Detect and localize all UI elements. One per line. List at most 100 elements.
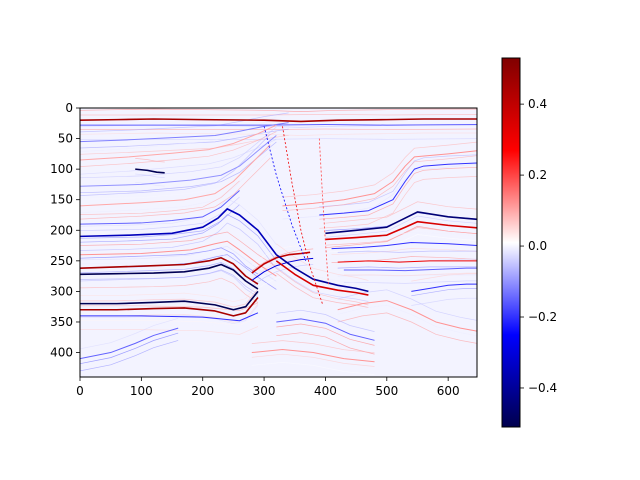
texture-line: [251, 270, 314, 294]
texture-line: [276, 332, 375, 355]
texture-line: [80, 326, 259, 335]
reflector-16: [80, 312, 259, 322]
texture-line: [80, 157, 271, 220]
texture-line: [325, 201, 477, 224]
reflector-8: [80, 208, 277, 256]
reflector-20: [325, 220, 477, 241]
y-tick-label: 0: [65, 101, 73, 115]
y-tick-label: 350: [50, 315, 73, 329]
texture-line: [80, 222, 277, 270]
texture-line: [80, 340, 179, 372]
texture-line: [276, 251, 369, 286]
texture-line: [80, 138, 277, 175]
colorbar-tick-label: 0.4: [528, 97, 547, 111]
reflector-19: [325, 211, 477, 235]
texture-line: [80, 277, 259, 303]
texture-line: [343, 280, 477, 284]
reflector-18: [282, 150, 477, 207]
y-tick-label: 100: [50, 162, 73, 176]
texture-line: [80, 108, 477, 112]
texture-line: [80, 253, 259, 279]
fault-2: [318, 138, 329, 286]
texture-line: [337, 304, 477, 337]
colorbar-gradient: [502, 58, 520, 427]
reflector-4: [135, 168, 165, 174]
colorbar-tick-label: 0.2: [528, 168, 547, 182]
texture-line: [80, 126, 277, 179]
reflector-30: [251, 348, 375, 363]
texture-line: [80, 332, 179, 365]
texture-line: [80, 131, 277, 167]
texture-line: [80, 214, 277, 261]
texture-line: [135, 173, 165, 178]
reflector-10: [80, 256, 259, 285]
reflector-12: [251, 251, 311, 274]
texture-line: [80, 180, 240, 215]
y-axis: 0 50 100 150 200 250 300 350 400: [50, 101, 80, 360]
texture-line: [276, 266, 369, 302]
texture-line: [80, 317, 259, 326]
texture-line: [276, 272, 369, 308]
colorbar-tick-label: −0.4: [528, 381, 557, 395]
reflector-29: [276, 318, 375, 341]
colorbar-frame: [501, 57, 521, 428]
plot-frame: [79, 107, 478, 378]
texture-line: [80, 317, 179, 350]
x-axis: 0 100 200 300 400 500 600: [76, 377, 460, 398]
reflector-1: [80, 124, 477, 126]
colorbar-axis: −0.4 −0.2 0.0 0.2 0.4: [520, 97, 557, 395]
reflector-25: [275, 260, 369, 296]
texture-line: [325, 215, 477, 238]
texture-line: [251, 362, 375, 375]
reflector-17: [319, 162, 477, 216]
texture-line: [411, 273, 477, 282]
texture-line: [80, 196, 240, 231]
reflector-0: [80, 118, 477, 123]
x-tick-label: 100: [130, 384, 153, 398]
reflector-7: [80, 190, 240, 225]
texture-line: [80, 134, 271, 196]
texture-line: [251, 353, 375, 367]
texture-line: [276, 268, 369, 306]
texture-line: [319, 176, 477, 229]
reflector-3: [80, 124, 277, 161]
texture-line: [80, 204, 240, 239]
colorbar-tick-label: −0.2: [528, 310, 557, 324]
texture-line: [80, 112, 289, 133]
fault-layer: [263, 126, 329, 304]
texture-line: [80, 288, 259, 308]
fault-0: [282, 126, 323, 304]
reflector-15: [80, 297, 259, 317]
reflector-5: [80, 135, 277, 187]
texture-line: [411, 297, 477, 306]
texture-line: [80, 198, 277, 245]
texture-line: [251, 264, 314, 287]
texture-line: [337, 266, 477, 269]
texture-line: [135, 182, 165, 187]
x-tick-label: 600: [437, 384, 460, 398]
reflector-26: [80, 327, 179, 360]
reflector-6: [80, 144, 271, 207]
texture-line: [80, 128, 289, 149]
fault-1: [263, 126, 307, 261]
reflector-24: [275, 254, 369, 293]
texture-line: [80, 283, 259, 303]
texture-line: [251, 340, 375, 354]
colorbar: −0.4 −0.2 0.0 0.2 0.4: [501, 57, 557, 428]
y-tick-label: 400: [50, 346, 73, 360]
x-tick-label: 200: [191, 384, 214, 398]
reflector-28: [337, 300, 477, 332]
texture-line: [80, 132, 477, 136]
x-tick-label: 500: [375, 384, 398, 398]
texture-line: [282, 141, 477, 198]
x-tick-label: 300: [253, 384, 276, 398]
texture-line: [331, 248, 477, 255]
texture-line: [319, 166, 477, 220]
texture-line: [319, 154, 477, 208]
heatmap-image: [80, 108, 477, 377]
y-tick-label: 250: [50, 254, 73, 268]
texture-line: [80, 312, 259, 332]
texture-line: [411, 288, 477, 297]
reflector-21: [331, 242, 477, 250]
texture-line: [251, 248, 314, 272]
